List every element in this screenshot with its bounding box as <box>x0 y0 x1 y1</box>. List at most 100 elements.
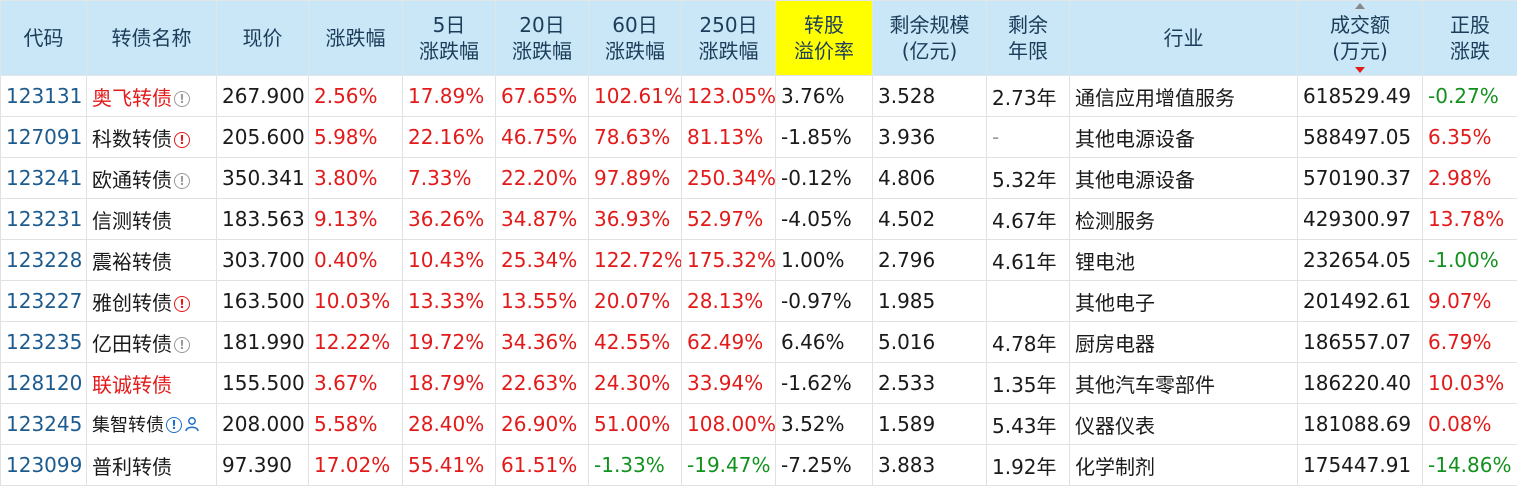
cell-code[interactable]: 123131 <box>0 75 87 117</box>
col-header-stock-change[interactable]: 正股 涨跌 <box>1422 0 1517 76</box>
header-label: 涨跌幅 <box>419 39 479 63</box>
table-row[interactable]: 123227 雅创转债! 163.500 10.03% 13.33% 13.55% 20.0… <box>0 280 1517 322</box>
bond-name[interactable]: 普利转债 <box>92 454 172 479</box>
col-header-change-20d[interactable]: 20日 涨跌幅 <box>495 0 589 76</box>
table-row[interactable]: 123235 亿田转债! 181.990 12.22% 19.72% 34.36% 42.5… <box>0 321 1517 363</box>
col-header-name[interactable]: 转债名称 <box>86 0 217 76</box>
cell-volume: 618529.49 <box>1297 75 1423 117</box>
cell-code[interactable]: 123245 <box>0 403 87 445</box>
bond-name[interactable]: 信测转债 <box>92 208 172 233</box>
table-row[interactable]: 123131 奥飞转债! 267.900 2.56% 17.89% 67.65% 102.6… <box>0 75 1517 117</box>
table-row[interactable]: 123228 震裕转债 303.700 0.40% 10.43% 25.34% 122.72… <box>0 239 1517 281</box>
bond-name[interactable]: 集智转债 <box>92 415 164 436</box>
col-header-price[interactable]: 现价 <box>216 0 309 76</box>
table-row[interactable]: 123231 信测转债 183.563 9.13% 36.26% 34.87% 36.93%… <box>0 198 1517 240</box>
info-icon[interactable]: ! <box>174 336 190 353</box>
cell-code[interactable]: 123235 <box>0 321 87 363</box>
cell-code[interactable]: 123099 <box>0 444 87 486</box>
person-icon[interactable] <box>184 413 200 437</box>
col-header-change-250d[interactable]: 250日 涨跌幅 <box>681 0 776 76</box>
cell-name[interactable]: 奥飞转债! <box>86 75 217 117</box>
cell-chg20: 61.51% <box>495 444 589 486</box>
bond-name[interactable]: 欧通转债 <box>92 167 172 192</box>
col-header-change-60d[interactable]: 60日 涨跌幅 <box>588 0 682 76</box>
header-label: 现价 <box>242 26 283 50</box>
sort-asc-icon[interactable] <box>1355 3 1365 9</box>
col-header-premium[interactable]: 转股 溢价率 <box>775 0 873 76</box>
cell-industry: 其他电源设备 <box>1069 116 1298 158</box>
cell-industry: 通信应用增值服务 <box>1069 75 1298 117</box>
cell-price: 181.990 <box>216 321 309 363</box>
cell-code[interactable]: 123241 <box>0 157 87 199</box>
table-row[interactable]: 127091 科数转债! 205.600 5.98% 22.16% 46.75% 78.63… <box>0 116 1517 158</box>
cell-chg: 10.03% <box>308 280 403 322</box>
header-label: 涨跌幅 <box>512 39 572 63</box>
cell-stock: 6.35% <box>1422 116 1517 158</box>
header-label: 涨跌幅 <box>325 26 386 50</box>
bond-name[interactable]: 震裕转债 <box>92 249 172 274</box>
cell-code[interactable]: 128120 <box>0 362 87 404</box>
info-icon[interactable]: ! <box>166 417 182 433</box>
cell-code[interactable]: 123231 <box>0 198 87 240</box>
info-icon[interactable]: ! <box>174 90 190 107</box>
cell-chg60: 97.89% <box>588 157 682 199</box>
cell-name[interactable]: 雅创转债! <box>86 280 217 322</box>
table-row[interactable]: 123241 欧通转债! 350.341 3.80% 7.33% 22.20% 97.89%… <box>0 157 1517 199</box>
cell-code[interactable]: 123228 <box>0 239 87 281</box>
bond-name[interactable]: 联诚转债 <box>92 372 172 397</box>
header-label: 涨跌幅 <box>605 39 665 63</box>
col-header-industry[interactable]: 行业 <box>1069 0 1298 76</box>
cell-name[interactable]: 普利转债 <box>86 444 217 486</box>
cell-name[interactable]: 震裕转债 <box>86 239 217 281</box>
bond-name[interactable]: 亿田转债 <box>92 331 172 356</box>
cell-stock: -14.86% <box>1422 444 1517 486</box>
header-label: 剩余 <box>1008 13 1048 37</box>
cell-years: 5.43年 <box>986 403 1070 445</box>
cell-premium: 3.52% <box>775 403 873 445</box>
cell-scale: 3.528 <box>872 75 987 117</box>
header-label: 行业 <box>1163 26 1204 50</box>
cell-chg250: 33.94% <box>681 362 776 404</box>
table-row[interactable]: 123245 集智转债! 208.000 5.58% 28.40% 26.90% 51.00… <box>0 403 1517 445</box>
info-icon[interactable]: ! <box>174 295 190 312</box>
header-label: 转债名称 <box>111 26 192 50</box>
col-header-change[interactable]: 涨跌幅 <box>308 0 403 76</box>
col-header-volume[interactable]: 成交额 (万元) <box>1297 0 1423 76</box>
cell-volume: 588497.05 <box>1297 116 1423 158</box>
cell-chg60: 20.07% <box>588 280 682 322</box>
cell-years: 5.32年 <box>986 157 1070 199</box>
cell-volume: 570190.37 <box>1297 157 1423 199</box>
cell-premium: -4.05% <box>775 198 873 240</box>
cell-price: 155.500 <box>216 362 309 404</box>
info-icon[interactable]: ! <box>174 172 190 189</box>
cell-name[interactable]: 联诚转债 <box>86 362 217 404</box>
cell-premium: 3.76% <box>775 75 873 117</box>
cell-price: 97.390 <box>216 444 309 486</box>
cell-chg5: 22.16% <box>402 116 496 158</box>
cell-industry: 检测服务 <box>1069 198 1298 240</box>
table-row[interactable]: 128120 联诚转债 155.500 3.67% 18.79% 22.63% 24.30%… <box>0 362 1517 404</box>
cell-name[interactable]: 集智转债! <box>86 403 217 445</box>
cell-name[interactable]: 信测转债 <box>86 198 217 240</box>
table-row[interactable]: 123099 普利转债 97.390 17.02% 55.41% 61.51% -1.33%… <box>0 444 1517 486</box>
cell-code[interactable]: 127091 <box>0 116 87 158</box>
col-header-change-5d[interactable]: 5日 涨跌幅 <box>402 0 496 76</box>
sort-desc-icon[interactable] <box>1355 67 1365 73</box>
header-label: 溢价率 <box>794 39 854 63</box>
cell-name[interactable]: 科数转债! <box>86 116 217 158</box>
cell-stock: 2.98% <box>1422 157 1517 199</box>
col-header-scale[interactable]: 剩余规模 (亿元) <box>872 0 987 76</box>
bond-name[interactable]: 奥飞转债 <box>92 85 172 110</box>
cell-name[interactable]: 欧通转债! <box>86 157 217 199</box>
cell-industry: 仪器仪表 <box>1069 403 1298 445</box>
col-header-code[interactable]: 代码 <box>0 0 87 76</box>
info-icon[interactable]: ! <box>174 131 190 148</box>
cell-chg250: -19.47% <box>681 444 776 486</box>
bond-name[interactable]: 雅创转债 <box>92 290 172 315</box>
cell-name[interactable]: 亿田转债! <box>86 321 217 363</box>
cell-chg20: 25.34% <box>495 239 589 281</box>
col-header-years[interactable]: 剩余 年限 <box>986 0 1070 76</box>
cell-code[interactable]: 123227 <box>0 280 87 322</box>
cell-chg5: 55.41% <box>402 444 496 486</box>
bond-name[interactable]: 科数转债 <box>92 126 172 151</box>
